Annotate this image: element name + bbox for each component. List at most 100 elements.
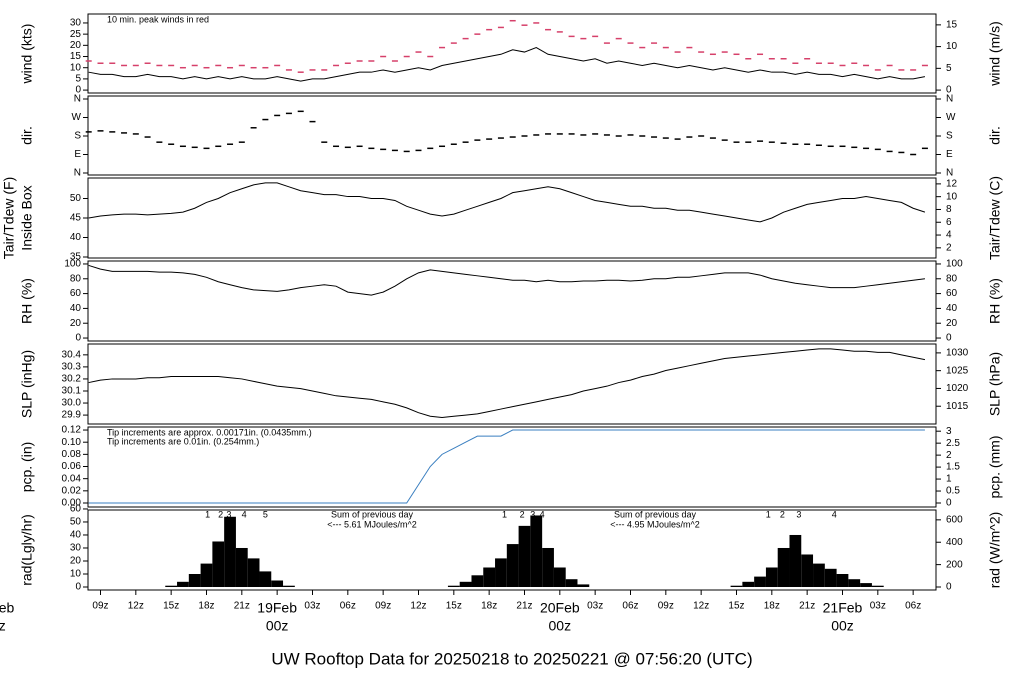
x-tick-label: 06z (905, 601, 921, 612)
y2-tick-label: N (946, 94, 953, 105)
y2-tick-label: 1020 (946, 383, 969, 394)
y2-tick-label: 0 (946, 333, 952, 344)
y2-tick-label: S (946, 131, 953, 142)
x-tick-label: 12z (128, 601, 144, 612)
area-bar (577, 584, 590, 588)
footer-title: UW Rooftop Data for 20250218 to 20250221… (271, 649, 752, 668)
y2-axis-label: rad (W/m^2) (987, 512, 1003, 589)
y2-tick-label: 1015 (946, 401, 969, 412)
y-tick-label: 60 (70, 504, 82, 515)
x-tick-label: 12z (693, 601, 709, 612)
annotation: 10 min. peak winds in red (107, 14, 209, 24)
y2-tick-label: 200 (946, 559, 963, 570)
panel-frame (87, 95, 937, 176)
x-tick-label: 12z (410, 601, 426, 612)
y2-tick-label: 0 (946, 498, 952, 509)
y2-tick-label: 600 (946, 514, 963, 525)
y-tick-label: 20 (70, 556, 82, 567)
y-tick-label: 10 (70, 62, 82, 73)
area-bar (801, 554, 814, 588)
y-tick-label: 0.00 (62, 498, 82, 509)
y-tick-label: 50 (70, 517, 82, 528)
y-tick-label: 0.02 (62, 485, 82, 496)
area-bar (871, 585, 884, 588)
y2-axis-label: dir. (987, 126, 1003, 145)
y2-axis-label: Tair/Tdew (C) (987, 176, 1003, 260)
x-date-label: 21Feb (823, 600, 863, 616)
area-bar (188, 574, 201, 588)
y2-tick-label: 1025 (946, 365, 969, 376)
y-tick-label: 50 (70, 193, 82, 204)
y2-tick-label: 2.5 (946, 438, 960, 449)
marker-label: 2 (520, 509, 525, 519)
area-bar (165, 585, 178, 588)
y2-tick-label: 2 (946, 242, 952, 253)
y-tick-label: 0 (75, 333, 81, 344)
marker-label: 3 (796, 509, 801, 519)
data-line (88, 182, 926, 223)
x-tick-label: 00z (266, 618, 289, 634)
x-tick-label: 06z (340, 601, 356, 612)
y-tick-label: 40 (70, 530, 82, 541)
area-bar (259, 571, 272, 588)
y2-tick-label: 6 (946, 217, 952, 228)
marker-label: 2 (780, 509, 785, 519)
note: Sum of previous day (331, 509, 414, 519)
x-tick-label: 18z (481, 601, 497, 612)
panel-frame (87, 343, 937, 425)
annotation: Tip increments are 0.01in. (0.254mm.) (107, 436, 259, 446)
area-bar (530, 515, 543, 588)
area-bar (495, 558, 507, 588)
area-bar (459, 581, 472, 588)
area-bar (542, 547, 554, 588)
y-tick-label: 0.06 (62, 461, 82, 472)
y-axis-label: RH (%) (19, 278, 35, 324)
x-tick-label: 21z (516, 601, 532, 612)
y-tick-label: 35 (70, 252, 82, 263)
y2-tick-label: 4 (946, 230, 952, 241)
marker-label: 4 (540, 509, 545, 519)
area-bar (754, 576, 766, 588)
y-axis-label: Tair/Tdew (F) (1, 177, 17, 259)
y-tick-label: 80 (70, 273, 82, 284)
y2-tick-label: 3 (946, 426, 952, 437)
x-tick-label: 09z (92, 601, 108, 612)
y-tick-label: 100 (64, 259, 81, 270)
area-bar (483, 567, 496, 588)
y2-tick-label: 8 (946, 204, 952, 215)
area-bar (518, 525, 531, 588)
y2-tick-label: 10 (946, 191, 958, 202)
area-bar (200, 563, 213, 588)
marker-label: 1 (502, 509, 507, 519)
y2-tick-label: 0.5 (946, 486, 960, 497)
area-bar (765, 567, 778, 588)
x-date-label: 20Feb (540, 600, 580, 616)
area-bar (813, 563, 825, 588)
y-axis-label: pcp. (in) (19, 442, 35, 493)
y2-axis-label: pcp. (mm) (987, 436, 1003, 499)
y-tick-label: 0 (75, 85, 81, 96)
y2-tick-label: 0 (946, 85, 952, 96)
panel-frame (87, 177, 937, 259)
x-tick-label: 03z (304, 601, 320, 612)
y-tick-label: 20 (70, 40, 82, 51)
y2-tick-label: W (946, 112, 956, 123)
y-axis-label: rad(Lgly/hr) (19, 514, 35, 586)
y-tick-label: 10 (70, 569, 82, 580)
y-tick-label: 0.04 (62, 473, 82, 484)
y-tick-label: 45 (70, 213, 82, 224)
y-tick-label: E (74, 149, 81, 160)
y-tick-label: 0.10 (62, 437, 82, 448)
y2-tick-label: 80 (946, 273, 958, 284)
y-tick-label: 0.08 (62, 449, 82, 460)
y2-tick-label: E (946, 149, 953, 160)
panel-frame (87, 509, 937, 591)
y2-tick-label: 2 (946, 450, 952, 461)
area-bar (565, 579, 578, 588)
x-date-label: 18Feb (0, 600, 15, 616)
y-tick-label: 29.9 (62, 410, 82, 421)
y2-tick-label: 1 (946, 474, 952, 485)
y2-axis-label: wind (m/s) (987, 21, 1003, 87)
y2-tick-label: N (946, 168, 953, 179)
area-bar (824, 568, 837, 588)
